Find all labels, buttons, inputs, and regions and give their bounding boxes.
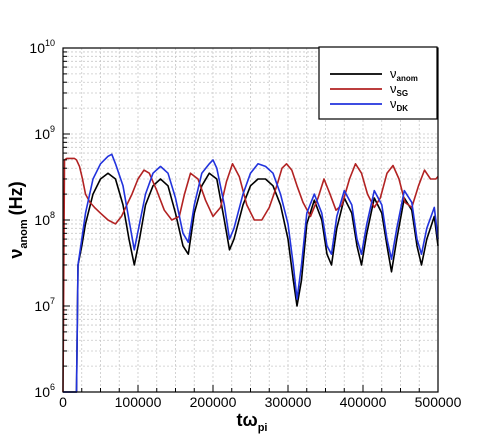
tick-marks bbox=[62, 51, 439, 393]
x-axis-title-sub: pi bbox=[258, 422, 268, 434]
x-tick-labels: 0 100000 200000 300000 400000 500000 bbox=[59, 394, 461, 410]
y-axis-title-unit: (Hz) bbox=[6, 181, 26, 215]
x-axis-title-main: tω bbox=[237, 410, 258, 430]
legend-label-sg: νSG bbox=[390, 81, 408, 98]
y-tick-label: 108 bbox=[34, 210, 55, 228]
y-tick-label: 106 bbox=[34, 382, 55, 400]
series-sg-line bbox=[62, 157, 439, 393]
y-axis-title: νanom (Hz) bbox=[6, 181, 30, 258]
x-tick-label: 300000 bbox=[265, 394, 312, 410]
series-dk-line bbox=[63, 153, 439, 393]
series-anom-line bbox=[63, 172, 439, 393]
y-tick-label: 1010 bbox=[29, 38, 55, 56]
y-axis-title-main: ν bbox=[6, 249, 26, 259]
legend-label-dk: νDK bbox=[390, 96, 408, 113]
legend-box bbox=[318, 46, 438, 120]
legend-label-anom: νanom bbox=[390, 66, 418, 83]
series-layer bbox=[62, 153, 439, 393]
x-tick-label: 200000 bbox=[190, 394, 237, 410]
x-tick-label: 0 bbox=[59, 394, 67, 410]
y-tick-labels: 106 107 108 109 1010 bbox=[29, 38, 55, 400]
y-axis-title-sub: anom bbox=[18, 219, 30, 249]
x-tick-label: 500000 bbox=[415, 394, 462, 410]
y-tick-label: 107 bbox=[34, 296, 55, 314]
x-tick-label: 400000 bbox=[340, 394, 387, 410]
x-axis-title: tωpi bbox=[237, 410, 268, 434]
x-tick-label: 100000 bbox=[115, 394, 162, 410]
legend: νanom νSG νDK bbox=[318, 46, 438, 120]
y-tick-label: 109 bbox=[34, 124, 55, 142]
